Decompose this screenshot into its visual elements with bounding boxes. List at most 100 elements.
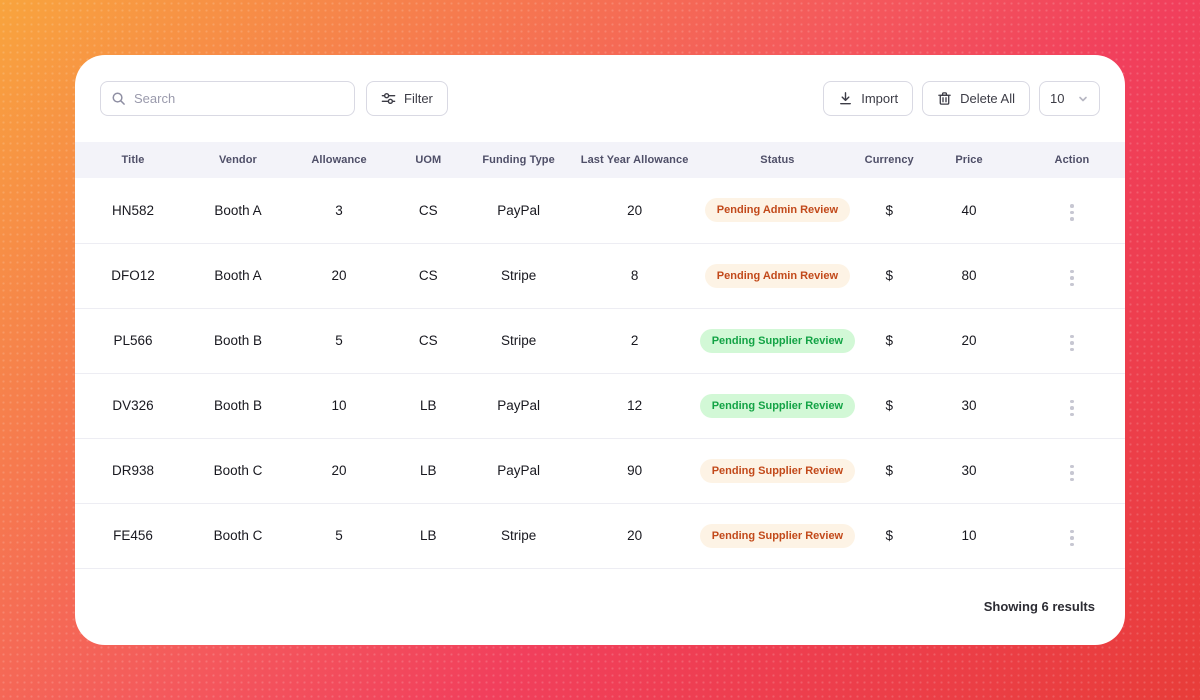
status-badge: Pending Admin Review (704, 263, 851, 288)
cell-allowance: 5 (284, 503, 394, 569)
cell-price: 30 (919, 373, 1019, 439)
cell-status: Pending Supplier Review (695, 503, 860, 569)
status-badge: Pending Supplier Review (699, 523, 856, 548)
cell-currency: $ (859, 178, 920, 244)
cell-title: DV326 (75, 373, 192, 439)
delete-all-button[interactable]: Delete All (922, 81, 1030, 116)
column-header-currency: Currency (859, 142, 920, 178)
cell-last-year-allowance: 20 (573, 503, 696, 569)
cell-status: Pending Supplier Review (695, 438, 860, 504)
status-badge: Pending Supplier Review (699, 458, 856, 483)
cell-funding-type: Stripe (463, 308, 574, 374)
kebab-menu-icon (1070, 204, 1074, 208)
cell-status: Pending Admin Review (695, 178, 860, 244)
kebab-menu-icon (1070, 334, 1074, 338)
column-header-vendor: Vendor (191, 142, 285, 178)
column-header-funding-type: Funding Type (463, 142, 574, 178)
search-input-wrapper (100, 81, 355, 116)
column-header-status: Status (695, 142, 860, 178)
cell-last-year-allowance: 8 (573, 243, 696, 309)
toolbar: Filter Import (75, 55, 1125, 142)
cell-vendor: Booth A (191, 243, 285, 309)
status-badge: Pending Supplier Review (699, 393, 856, 418)
cell-allowance: 10 (284, 373, 394, 439)
trash-icon (937, 91, 952, 106)
search-icon (111, 91, 126, 106)
cell-price: 10 (919, 503, 1019, 569)
cell-price: 20 (919, 308, 1019, 374)
cell-vendor: Booth A (191, 178, 285, 244)
row-actions-button[interactable] (1064, 396, 1080, 421)
toolbar-right-group: Import Delete All 10 (823, 81, 1100, 116)
download-icon (838, 91, 853, 106)
cell-title: HN582 (75, 178, 192, 244)
import-button-label: Import (861, 91, 899, 106)
results-count-text: Showing 6 results (983, 599, 1095, 615)
cell-funding-type: PayPal (463, 438, 574, 504)
cell-title: DFO12 (75, 243, 192, 309)
cell-allowance: 3 (284, 178, 394, 244)
table-row: HN582 Booth A 3 CS PayPal 20 Pending Adm… (75, 178, 1125, 244)
column-header-price: Price (919, 142, 1019, 178)
import-button[interactable]: Import (823, 81, 914, 116)
row-actions-button[interactable] (1064, 266, 1080, 291)
cell-title: FE456 (75, 503, 192, 569)
cell-currency: $ (859, 373, 920, 439)
cell-status: Pending Admin Review (695, 243, 860, 309)
status-badge: Pending Admin Review (704, 198, 851, 223)
cell-last-year-allowance: 90 (573, 438, 696, 504)
cell-currency: $ (859, 438, 920, 504)
cell-currency: $ (859, 243, 920, 309)
cell-uom: CS (393, 243, 464, 309)
allowance-table: Title Vendor Allowance UOM Funding Type Last … (75, 142, 1125, 569)
cell-action (1018, 373, 1125, 439)
kebab-menu-icon (1070, 399, 1074, 403)
cell-last-year-allowance: 20 (573, 178, 696, 244)
cell-price: 80 (919, 243, 1019, 309)
cell-action (1018, 438, 1125, 504)
row-actions-button[interactable] (1064, 526, 1080, 551)
cell-uom: LB (393, 503, 464, 569)
cell-funding-type: PayPal (463, 373, 574, 439)
table-body: HN582 Booth A 3 CS PayPal 20 Pending Adm… (75, 178, 1125, 569)
row-actions-button[interactable] (1064, 461, 1080, 486)
cell-funding-type: Stripe (463, 243, 574, 309)
column-header-last-year-allowance: Last Year Allowance (573, 142, 696, 178)
cell-action (1018, 178, 1125, 244)
column-header-title: Title (75, 142, 192, 178)
cell-uom: LB (393, 373, 464, 439)
column-header-uom: UOM (393, 142, 464, 178)
row-actions-button[interactable] (1064, 331, 1080, 356)
chevron-down-icon (1077, 93, 1089, 105)
page-size-value: 10 (1050, 91, 1065, 106)
table-row: DR938 Booth C 20 LB PayPal 90 Pending Su… (75, 438, 1125, 504)
cell-vendor: Booth B (191, 373, 285, 439)
table-row: DV326 Booth B 10 LB PayPal 12 Pending Su… (75, 373, 1125, 439)
status-badge: Pending Supplier Review (699, 328, 856, 353)
cell-uom: LB (393, 438, 464, 504)
page-size-select[interactable]: 10 (1039, 81, 1100, 116)
cell-title: DR938 (75, 438, 192, 504)
cell-funding-type: Stripe (463, 503, 574, 569)
column-header-action: Action (1018, 142, 1125, 178)
filter-button[interactable]: Filter (366, 81, 448, 116)
cell-status: Pending Supplier Review (695, 373, 860, 439)
cell-price: 30 (919, 438, 1019, 504)
row-actions-button[interactable] (1064, 200, 1080, 225)
table-row: PL566 Booth B 5 CS Stripe 2 Pending Supp… (75, 308, 1125, 374)
cell-allowance: 5 (284, 308, 394, 374)
table-header-row: Title Vendor Allowance UOM Funding Type Last … (75, 142, 1125, 178)
delete-all-button-label: Delete All (960, 91, 1015, 106)
cell-action (1018, 243, 1125, 309)
kebab-menu-icon (1070, 529, 1074, 533)
cell-currency: $ (859, 308, 920, 374)
table-row: FE456 Booth C 5 LB Stripe 20 Pending Sup… (75, 503, 1125, 569)
cell-allowance: 20 (284, 243, 394, 309)
filter-sliders-icon (381, 91, 396, 106)
cell-action (1018, 308, 1125, 374)
filter-button-label: Filter (404, 91, 433, 106)
cell-uom: CS (393, 178, 464, 244)
cell-vendor: Booth C (191, 503, 285, 569)
search-input[interactable] (134, 91, 344, 106)
